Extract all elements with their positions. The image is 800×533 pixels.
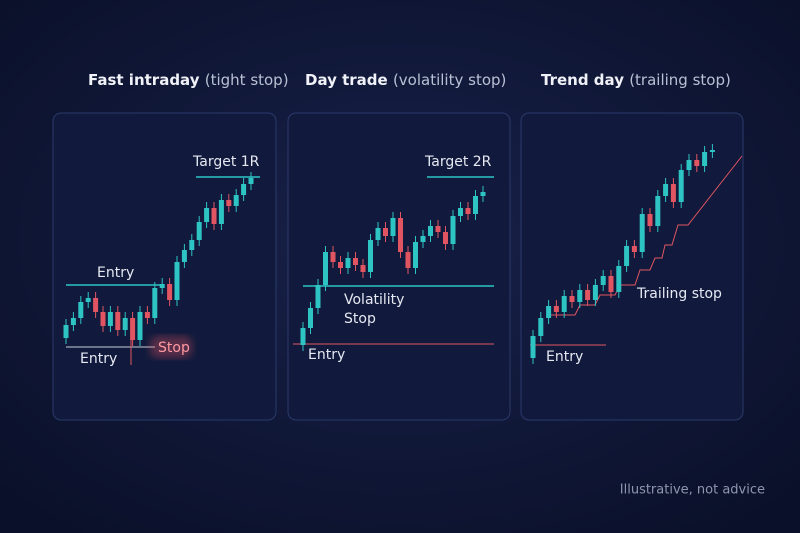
candle-body — [413, 242, 418, 268]
candle-body — [569, 296, 575, 302]
candle-body — [420, 236, 426, 242]
candle-body — [458, 208, 463, 216]
label: Volatility — [344, 292, 404, 308]
panel-title: Day trade (volatility stop) — [305, 71, 506, 89]
candle-body — [546, 306, 552, 318]
candle-body — [85, 298, 91, 302]
candle-body — [174, 262, 180, 300]
candle-body — [538, 318, 544, 336]
candle-body — [130, 318, 136, 340]
candle-body — [670, 184, 676, 202]
candle-body — [159, 284, 165, 288]
candle-body — [686, 160, 692, 170]
candle-body — [600, 276, 606, 285]
candle-body — [530, 336, 536, 358]
candle-body — [709, 150, 715, 152]
candle-body — [398, 218, 403, 252]
candle-body — [115, 312, 121, 330]
candle-body — [152, 288, 158, 318]
panel — [287, 112, 511, 421]
candle-body — [360, 265, 366, 272]
candle-body — [631, 246, 637, 252]
candle-body — [608, 276, 614, 292]
candle-body — [308, 308, 313, 328]
candle-body — [694, 160, 700, 166]
candle-body — [211, 208, 217, 224]
candle-body — [663, 184, 669, 196]
candle-body — [107, 312, 113, 326]
candle-body — [577, 290, 583, 302]
candle-body — [616, 266, 622, 292]
panel — [52, 112, 277, 421]
label: Stop — [158, 340, 190, 356]
candle-body — [405, 252, 411, 268]
footer: Illustrative, not advice — [620, 483, 765, 498]
label: Stop — [344, 311, 376, 327]
candle-body — [585, 290, 591, 300]
candle-body — [63, 325, 69, 338]
candle-body — [204, 208, 210, 222]
candle-body — [196, 222, 202, 240]
candle-body — [443, 232, 448, 244]
candle-body — [375, 228, 381, 240]
candle-body — [167, 284, 173, 300]
label: Entry — [308, 347, 345, 363]
candle-body — [480, 192, 486, 196]
candle-body — [300, 328, 306, 345]
candle-body — [181, 250, 187, 262]
label: Entry — [80, 351, 117, 367]
candle-body — [323, 252, 328, 285]
candle-body — [233, 195, 239, 206]
candles — [63, 144, 715, 364]
candle-body — [465, 208, 471, 214]
candle-body — [592, 285, 598, 300]
candle-body — [78, 302, 84, 318]
candle-body — [330, 252, 336, 262]
candle-body — [100, 312, 106, 326]
candle-body — [315, 285, 321, 308]
candle-body — [218, 200, 224, 224]
candle-body — [70, 318, 76, 325]
candle-body — [435, 226, 441, 232]
label: Target 2R — [424, 154, 492, 170]
panel-title: Trend day (trailing stop) — [541, 71, 731, 89]
panel — [520, 112, 744, 421]
candle-body — [383, 228, 388, 236]
candle-body — [137, 312, 143, 340]
candle-body — [428, 226, 433, 236]
candle-body — [189, 240, 195, 250]
stop-glow — [150, 336, 192, 358]
candle-body — [241, 184, 247, 195]
candle-body — [473, 196, 478, 214]
candle-body — [226, 200, 232, 206]
candle-body — [639, 214, 645, 252]
panels — [52, 112, 744, 421]
panel-title: Fast intraday (tight stop) — [88, 71, 289, 89]
label: Target 1R — [192, 154, 260, 170]
candle-body — [353, 258, 358, 265]
candle-body — [338, 262, 343, 268]
label: Trailing stop — [636, 286, 722, 302]
candle-body — [122, 318, 128, 330]
candle-body — [144, 312, 150, 318]
trailing-stop-line — [548, 155, 743, 316]
candle-body — [678, 170, 684, 202]
candle-body — [553, 306, 559, 312]
candle-body — [624, 246, 630, 266]
candle-body — [248, 178, 254, 184]
candle-body — [702, 152, 708, 166]
candle-body — [655, 196, 661, 226]
candle-body — [647, 214, 653, 226]
candle-body — [450, 216, 456, 244]
candle-body — [93, 298, 99, 312]
levels — [66, 155, 743, 365]
label: Entry — [546, 349, 583, 365]
candle-body — [561, 296, 567, 312]
candle-body — [390, 218, 396, 236]
candle-body — [368, 240, 373, 272]
label: Entry — [97, 265, 134, 281]
candle-body — [345, 258, 351, 268]
